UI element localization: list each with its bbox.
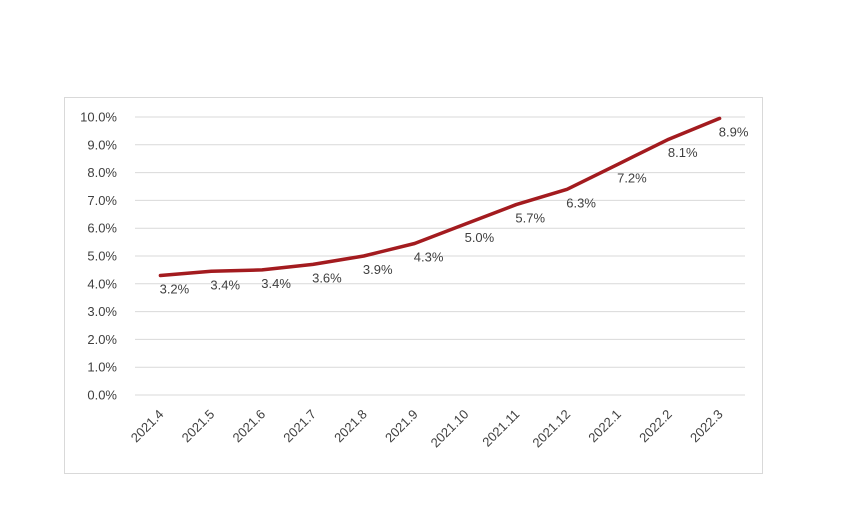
y-tick-label: 0.0% [87,388,117,403]
y-tick-label: 4.0% [87,276,117,291]
x-tick-label: 2022.1 [585,407,624,446]
y-tick-label: 2.0% [87,332,117,347]
x-tick-label: 2021.5 [179,407,218,446]
data-label: 5.7% [515,211,545,226]
y-tick-label: 8.0% [87,165,117,180]
data-label: 8.1% [668,145,698,160]
x-tick-label: 2021.10 [428,407,472,451]
y-tick-label: 5.0% [87,249,117,264]
data-label: 5.0% [465,230,495,245]
x-tick-label: 2021.4 [128,407,167,446]
x-tick-label: 2021.12 [529,407,573,451]
data-label: 3.2% [160,281,190,296]
data-label: 3.6% [312,270,342,285]
y-tick-label: 7.0% [87,193,117,208]
y-tick-label: 10.0% [80,110,117,125]
data-label: 4.3% [414,249,444,264]
series-line [158,116,722,278]
x-tick-label: 2022.2 [636,407,675,446]
x-tick-label: 2021.8 [331,407,370,446]
x-tick-label: 2021.11 [479,407,522,450]
data-label: 6.3% [566,195,596,210]
x-tick-label: 2021.7 [280,407,319,446]
data-label: 3.4% [210,277,240,292]
data-label: 7.2% [617,170,647,185]
data-label: 3.9% [363,262,393,277]
x-tick-label: 2022.3 [687,407,726,446]
data-label: 3.4% [261,276,291,291]
y-tick-label: 1.0% [87,360,117,375]
x-tick-label: 2021.6 [229,407,268,446]
y-tick-label: 6.0% [87,221,117,236]
x-tick-label: 2021.9 [382,407,421,446]
line-chart: 0.0% 1.0% 2.0% 3.0% 4.0% 5.0% 6.0% 7.0% 8.0% 9.0%… [80,110,749,451]
chart-frame: 0.0% 1.0% 2.0% 3.0% 4.0% 5.0% 6.0% 7.0% 8.0% 9.0%… [64,97,763,474]
data-label: 8.9% [719,124,749,139]
y-tick-label: 9.0% [87,137,117,152]
y-tick-label: 3.0% [87,304,117,319]
